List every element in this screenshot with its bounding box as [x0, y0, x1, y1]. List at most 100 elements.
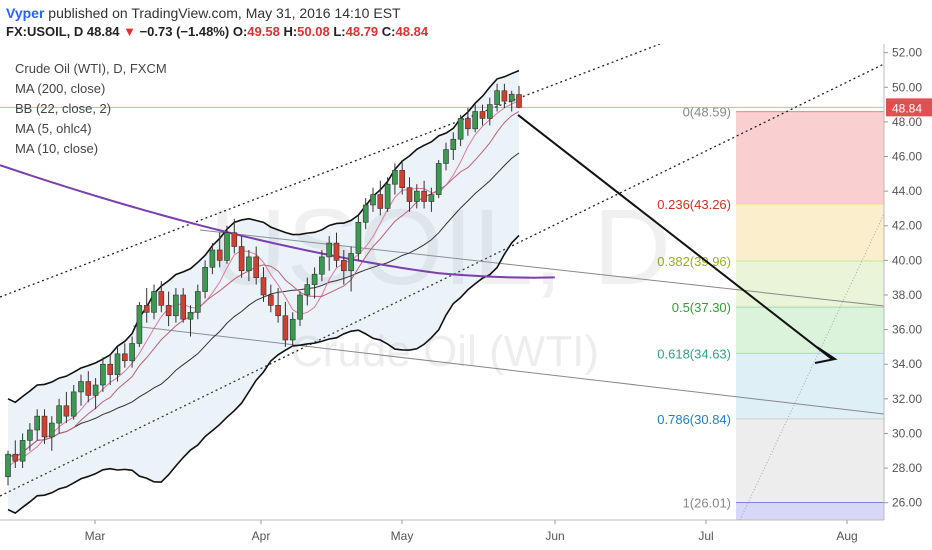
candle-body — [63, 405, 70, 417]
fib-label: 0.618(34.63) — [657, 346, 731, 361]
candle-body — [282, 315, 289, 341]
legend-series[interactable]: Crude Oil (WTI), D, FXCM — [15, 61, 167, 76]
y-tick-label: 36.00 — [892, 323, 922, 337]
y-tick-label: 42.00 — [892, 219, 922, 233]
y-tick-label: 40.00 — [892, 253, 922, 267]
candle-body — [78, 381, 84, 393]
candle-body — [107, 363, 113, 375]
candle-body — [421, 190, 427, 202]
candle-body — [5, 453, 11, 478]
candle-body — [311, 273, 318, 285]
x-tick-label: Jun — [545, 529, 564, 543]
candle-body — [319, 256, 325, 275]
candle-body — [486, 104, 493, 119]
candle-body — [238, 246, 245, 272]
candle-body — [267, 294, 274, 306]
price-chart[interactable]: 0(48.59)0.236(43.26)0.382(39.96)0.5(37.3… — [0, 44, 932, 550]
candle-body — [333, 242, 340, 261]
candle-body — [27, 429, 33, 441]
close-label: C: — [381, 24, 396, 39]
publish-line: Vyper published on TradingView.com, May … — [6, 5, 401, 21]
fib-label: 0.5(37.30) — [672, 300, 731, 315]
candle-body — [12, 453, 19, 462]
candle-body — [19, 440, 26, 462]
y-tick-label: 46.00 — [892, 150, 922, 164]
ma10-line — [7, 111, 520, 459]
candle-body — [158, 291, 165, 306]
candle-body — [465, 118, 471, 130]
candle-body — [224, 232, 230, 261]
candle-body — [406, 187, 413, 202]
candle-body — [41, 415, 48, 438]
last-price: 48.84 — [86, 24, 120, 39]
fan-line-lower — [132, 325, 885, 415]
x-tick-label: Apr — [252, 529, 271, 543]
y-tick-label: 34.00 — [892, 357, 922, 371]
change-value: −0.73 (−1.48%) — [139, 24, 230, 39]
legend-ma5[interactable]: MA (5, ohlc4) — [15, 121, 92, 136]
fan-line-upper — [199, 229, 885, 307]
author-link[interactable]: Vyper — [6, 5, 45, 21]
last-price-tag — [886, 98, 932, 117]
candle-body — [362, 204, 369, 223]
candle-body — [48, 422, 55, 438]
candle-body — [413, 190, 420, 202]
candle-body — [195, 291, 201, 313]
last-price-tag-label: 48.84 — [892, 101, 922, 115]
candle-body — [143, 305, 150, 313]
y-tick-label: 44.00 — [892, 184, 922, 198]
candle-body — [260, 277, 267, 296]
candle-body — [129, 343, 135, 362]
candle-body — [516, 94, 522, 108]
high-value: 50.08 — [297, 24, 330, 39]
candle-body — [202, 266, 208, 292]
fib-label: 0.786(30.84) — [657, 412, 731, 427]
candle-body — [187, 311, 194, 320]
fib-label: 0.236(43.26) — [657, 197, 731, 212]
ma200-line — [0, 164, 555, 279]
close-value: 48.84 — [395, 24, 429, 39]
candle-body — [253, 256, 259, 278]
candle-body — [450, 138, 457, 150]
candle-body — [165, 305, 172, 317]
candle-body — [70, 391, 77, 417]
candle-body — [231, 232, 238, 247]
candle-body — [216, 249, 223, 261]
y-tick-label: 30.00 — [892, 426, 922, 440]
high-label: H: — [283, 24, 298, 39]
candle-body — [508, 93, 515, 102]
candle-body — [114, 353, 121, 375]
legend-ma10[interactable]: MA (10, close) — [15, 141, 99, 156]
x-tick-label: Mar — [85, 529, 106, 543]
fib-zone — [736, 353, 884, 419]
candle-body — [472, 111, 479, 130]
bollinger-upper — [7, 69, 520, 404]
low-value: 48.79 — [345, 24, 379, 39]
candle-body — [209, 249, 216, 268]
fib-zone — [736, 261, 884, 308]
y-tick-label: 28.00 — [892, 461, 922, 475]
channel-lower-line — [0, 63, 885, 497]
legend-ma200[interactable]: MA (200, close) — [15, 81, 106, 96]
fib-label: 0(48.59) — [683, 105, 731, 120]
candle-body — [326, 242, 333, 258]
y-tick-label: 50.00 — [892, 80, 922, 94]
indicator-legend: Crude Oil (WTI), D, FXCM MA (200, close)… — [15, 59, 167, 159]
open-value: 49.58 — [247, 24, 280, 39]
candle-body — [399, 170, 406, 188]
candle-body — [457, 118, 464, 140]
ohlc-line: FX:USOIL, D 48.84 ▼ −0.73 (−1.48%) O:49.… — [6, 24, 428, 39]
candle-body — [85, 381, 92, 396]
candle-body — [494, 90, 500, 105]
candle-body — [100, 363, 106, 386]
x-tick-label: Aug — [836, 529, 857, 543]
fib-zone — [736, 502, 884, 520]
symbol-label: FX:USOIL, D — [6, 24, 84, 39]
y-tick-label: 52.00 — [892, 46, 922, 60]
chart-header: Vyper published on TradingView.com, May … — [0, 0, 932, 44]
x-tick-label: May — [391, 529, 414, 543]
candle-body — [246, 256, 252, 272]
candle-body — [428, 194, 435, 202]
y-tick-label: 32.00 — [892, 392, 922, 406]
legend-bollinger[interactable]: BB (22, close, 2) — [15, 101, 112, 116]
